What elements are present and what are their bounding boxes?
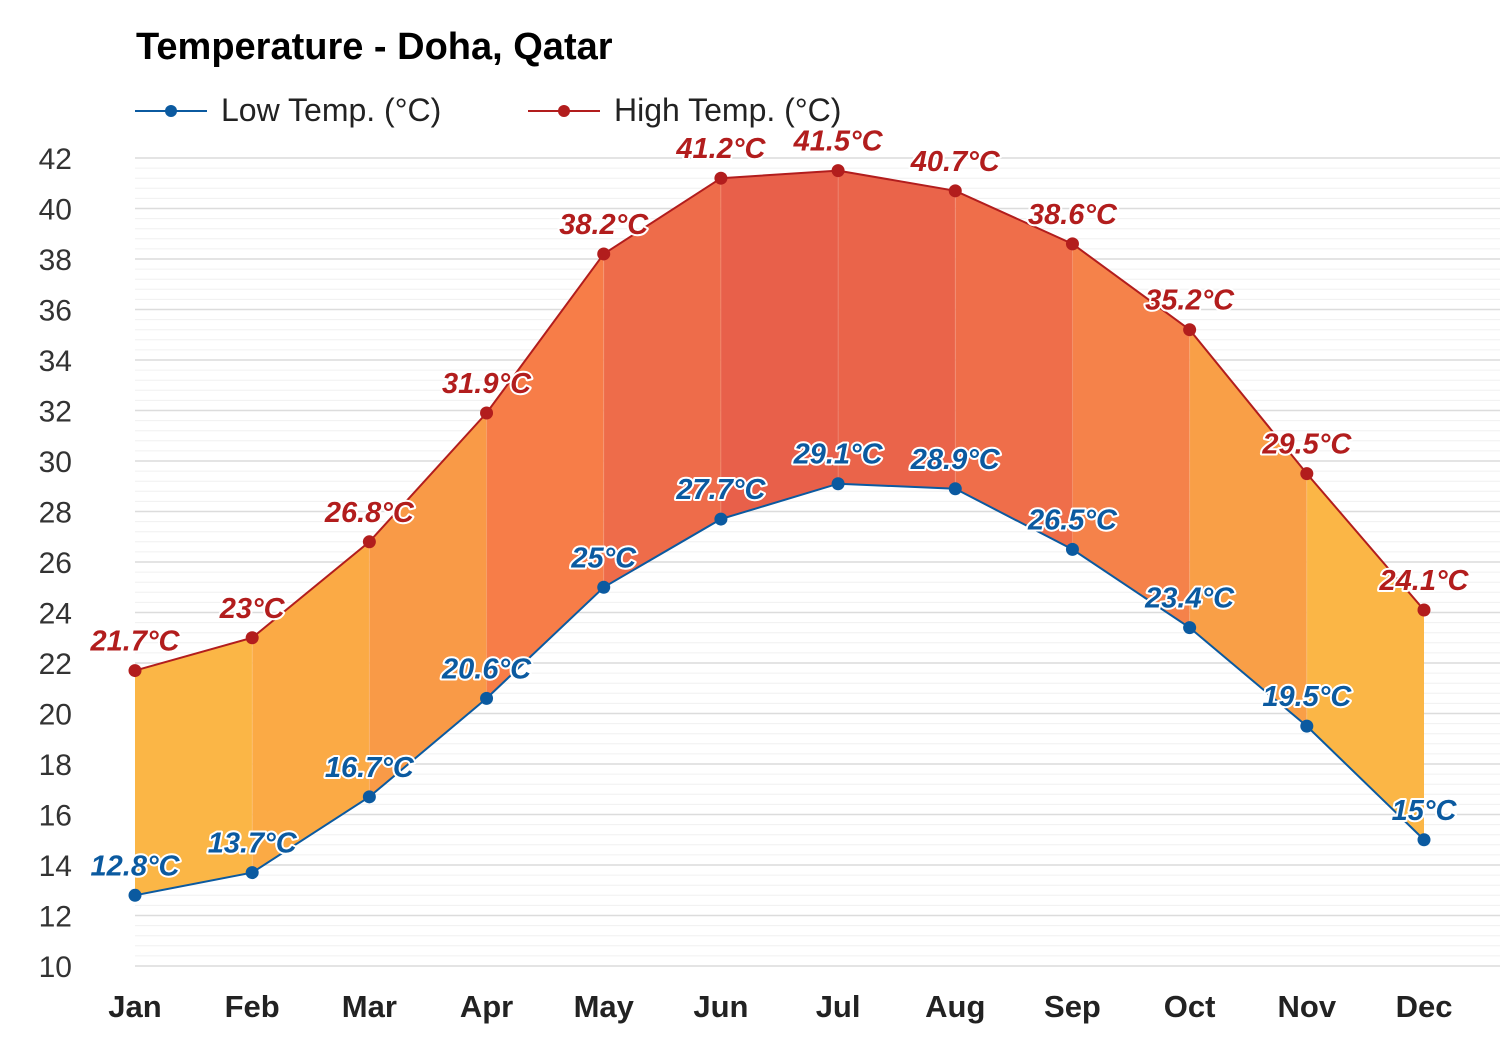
y-tick-label: 24 xyxy=(39,598,72,631)
x-tick-label: Nov xyxy=(1278,989,1337,1024)
high-data-label: 41.5°C xyxy=(793,126,884,158)
low-data-label: 23.4°C xyxy=(1144,583,1235,615)
high-point xyxy=(714,171,728,185)
high-data-label: 26.8°C xyxy=(324,497,415,529)
y-tick-label: 18 xyxy=(39,749,72,782)
high-point xyxy=(1417,603,1431,617)
range-fill-segment xyxy=(603,178,721,588)
legend-item-high[interactable]: High Temp. (°C) xyxy=(528,92,841,129)
range-fill-segment xyxy=(720,170,839,520)
high-point xyxy=(948,184,962,198)
high-data-label: 24.1°C xyxy=(1379,565,1470,597)
x-tick-label: May xyxy=(574,989,635,1024)
high-point xyxy=(362,535,376,549)
high-data-label: 35.2°C xyxy=(1145,285,1235,317)
high-point xyxy=(831,164,845,178)
low-point xyxy=(1183,621,1197,635)
range-fill-segment xyxy=(1306,473,1424,840)
y-tick-label: 20 xyxy=(39,699,72,732)
low-point xyxy=(1065,542,1079,556)
x-tick-label: Mar xyxy=(342,989,397,1024)
low-point xyxy=(245,866,259,880)
low-line xyxy=(134,482,1425,897)
low-data-label: 13.7°C xyxy=(208,828,298,860)
low-data-label: 15°C xyxy=(1392,795,1458,827)
y-tick-label: 22 xyxy=(39,648,72,681)
y-tick-label: 28 xyxy=(39,497,72,530)
high-data-label: 40.7°C xyxy=(910,146,1001,178)
high-data-label: 31.9°C xyxy=(442,368,532,400)
high-data-label: 21.7°C xyxy=(90,626,181,658)
y-tick-label: 38 xyxy=(39,244,72,277)
range-fill-segment xyxy=(369,413,487,797)
range-fill-segment xyxy=(838,170,956,489)
range-fill-segment xyxy=(1072,243,1190,628)
x-tick-label: Dec xyxy=(1396,989,1453,1024)
y-tick-label: 32 xyxy=(39,396,72,429)
high-point xyxy=(597,247,611,261)
low-data-label: 26.5°C xyxy=(1027,504,1118,536)
y-tick-label: 16 xyxy=(39,800,72,833)
high-point xyxy=(480,406,494,420)
range-fill-segment xyxy=(252,541,370,873)
high-point xyxy=(1300,467,1314,481)
low-data-label: 28.9°C xyxy=(910,444,1001,476)
y-tick-label: 14 xyxy=(39,850,72,883)
range-fill-segment xyxy=(486,253,604,699)
legend-low-label: Low Temp. (°C) xyxy=(221,92,442,128)
high-data-label: 23°C xyxy=(219,593,286,625)
low-point xyxy=(1300,719,1314,733)
low-data-label: 20.6°C xyxy=(441,653,532,685)
y-tick-label: 42 xyxy=(39,143,72,176)
low-data-label: 29.1°C xyxy=(793,439,884,471)
y-tick-label: 30 xyxy=(39,446,72,479)
high-line xyxy=(134,169,1425,672)
x-tick-label: Jul xyxy=(816,989,861,1024)
high-data-label: 38.6°C xyxy=(1028,199,1118,231)
low-point xyxy=(831,477,845,491)
low-data-label: 12.8°C xyxy=(91,850,181,882)
range-fill-segment xyxy=(135,637,253,896)
y-tick-label: 12 xyxy=(39,901,72,934)
low-point xyxy=(362,790,376,804)
high-point xyxy=(1065,237,1079,251)
y-tick-label: 26 xyxy=(39,547,72,580)
legend-high-marker-icon xyxy=(528,104,600,117)
y-tick-label: 10 xyxy=(39,951,72,984)
high-point xyxy=(245,631,259,645)
x-tick-label: Sep xyxy=(1044,989,1101,1024)
y-tick-label: 36 xyxy=(39,295,72,328)
legend-item-low[interactable]: Low Temp. (°C) xyxy=(135,92,441,129)
high-data-label: 41.2°C xyxy=(675,133,766,165)
low-point xyxy=(597,580,611,594)
chart-title: Temperature - Doha, Qatar xyxy=(136,26,613,68)
high-data-label: 29.5°C xyxy=(1261,429,1352,461)
high-point xyxy=(1183,323,1197,337)
legend-low-marker-icon xyxy=(135,104,207,117)
x-tick-label: Feb xyxy=(225,989,280,1024)
low-point xyxy=(948,482,962,496)
low-data-label: 27.7°C xyxy=(675,474,766,506)
low-data-label: 25°C xyxy=(570,542,637,574)
low-data-label: 16.7°C xyxy=(325,752,415,784)
x-tick-label: Apr xyxy=(460,989,513,1024)
x-tick-label: Jun xyxy=(693,989,748,1024)
high-data-label: 38.2°C xyxy=(559,209,649,241)
low-point xyxy=(714,512,728,526)
x-tick-label: Jan xyxy=(108,989,161,1024)
low-data-label: 19.5°C xyxy=(1262,681,1352,713)
low-point xyxy=(480,691,494,705)
high-point xyxy=(128,664,142,678)
y-tick-label: 34 xyxy=(39,345,72,378)
low-point xyxy=(1417,833,1431,847)
x-tick-label: Aug xyxy=(925,989,985,1024)
range-fill-segment xyxy=(955,190,1073,550)
y-tick-label: 40 xyxy=(39,194,72,227)
x-tick-label: Oct xyxy=(1164,989,1216,1024)
range-fill-segment xyxy=(1189,329,1307,727)
legend-high-label: High Temp. (°C) xyxy=(614,92,842,128)
low-point xyxy=(128,888,142,902)
